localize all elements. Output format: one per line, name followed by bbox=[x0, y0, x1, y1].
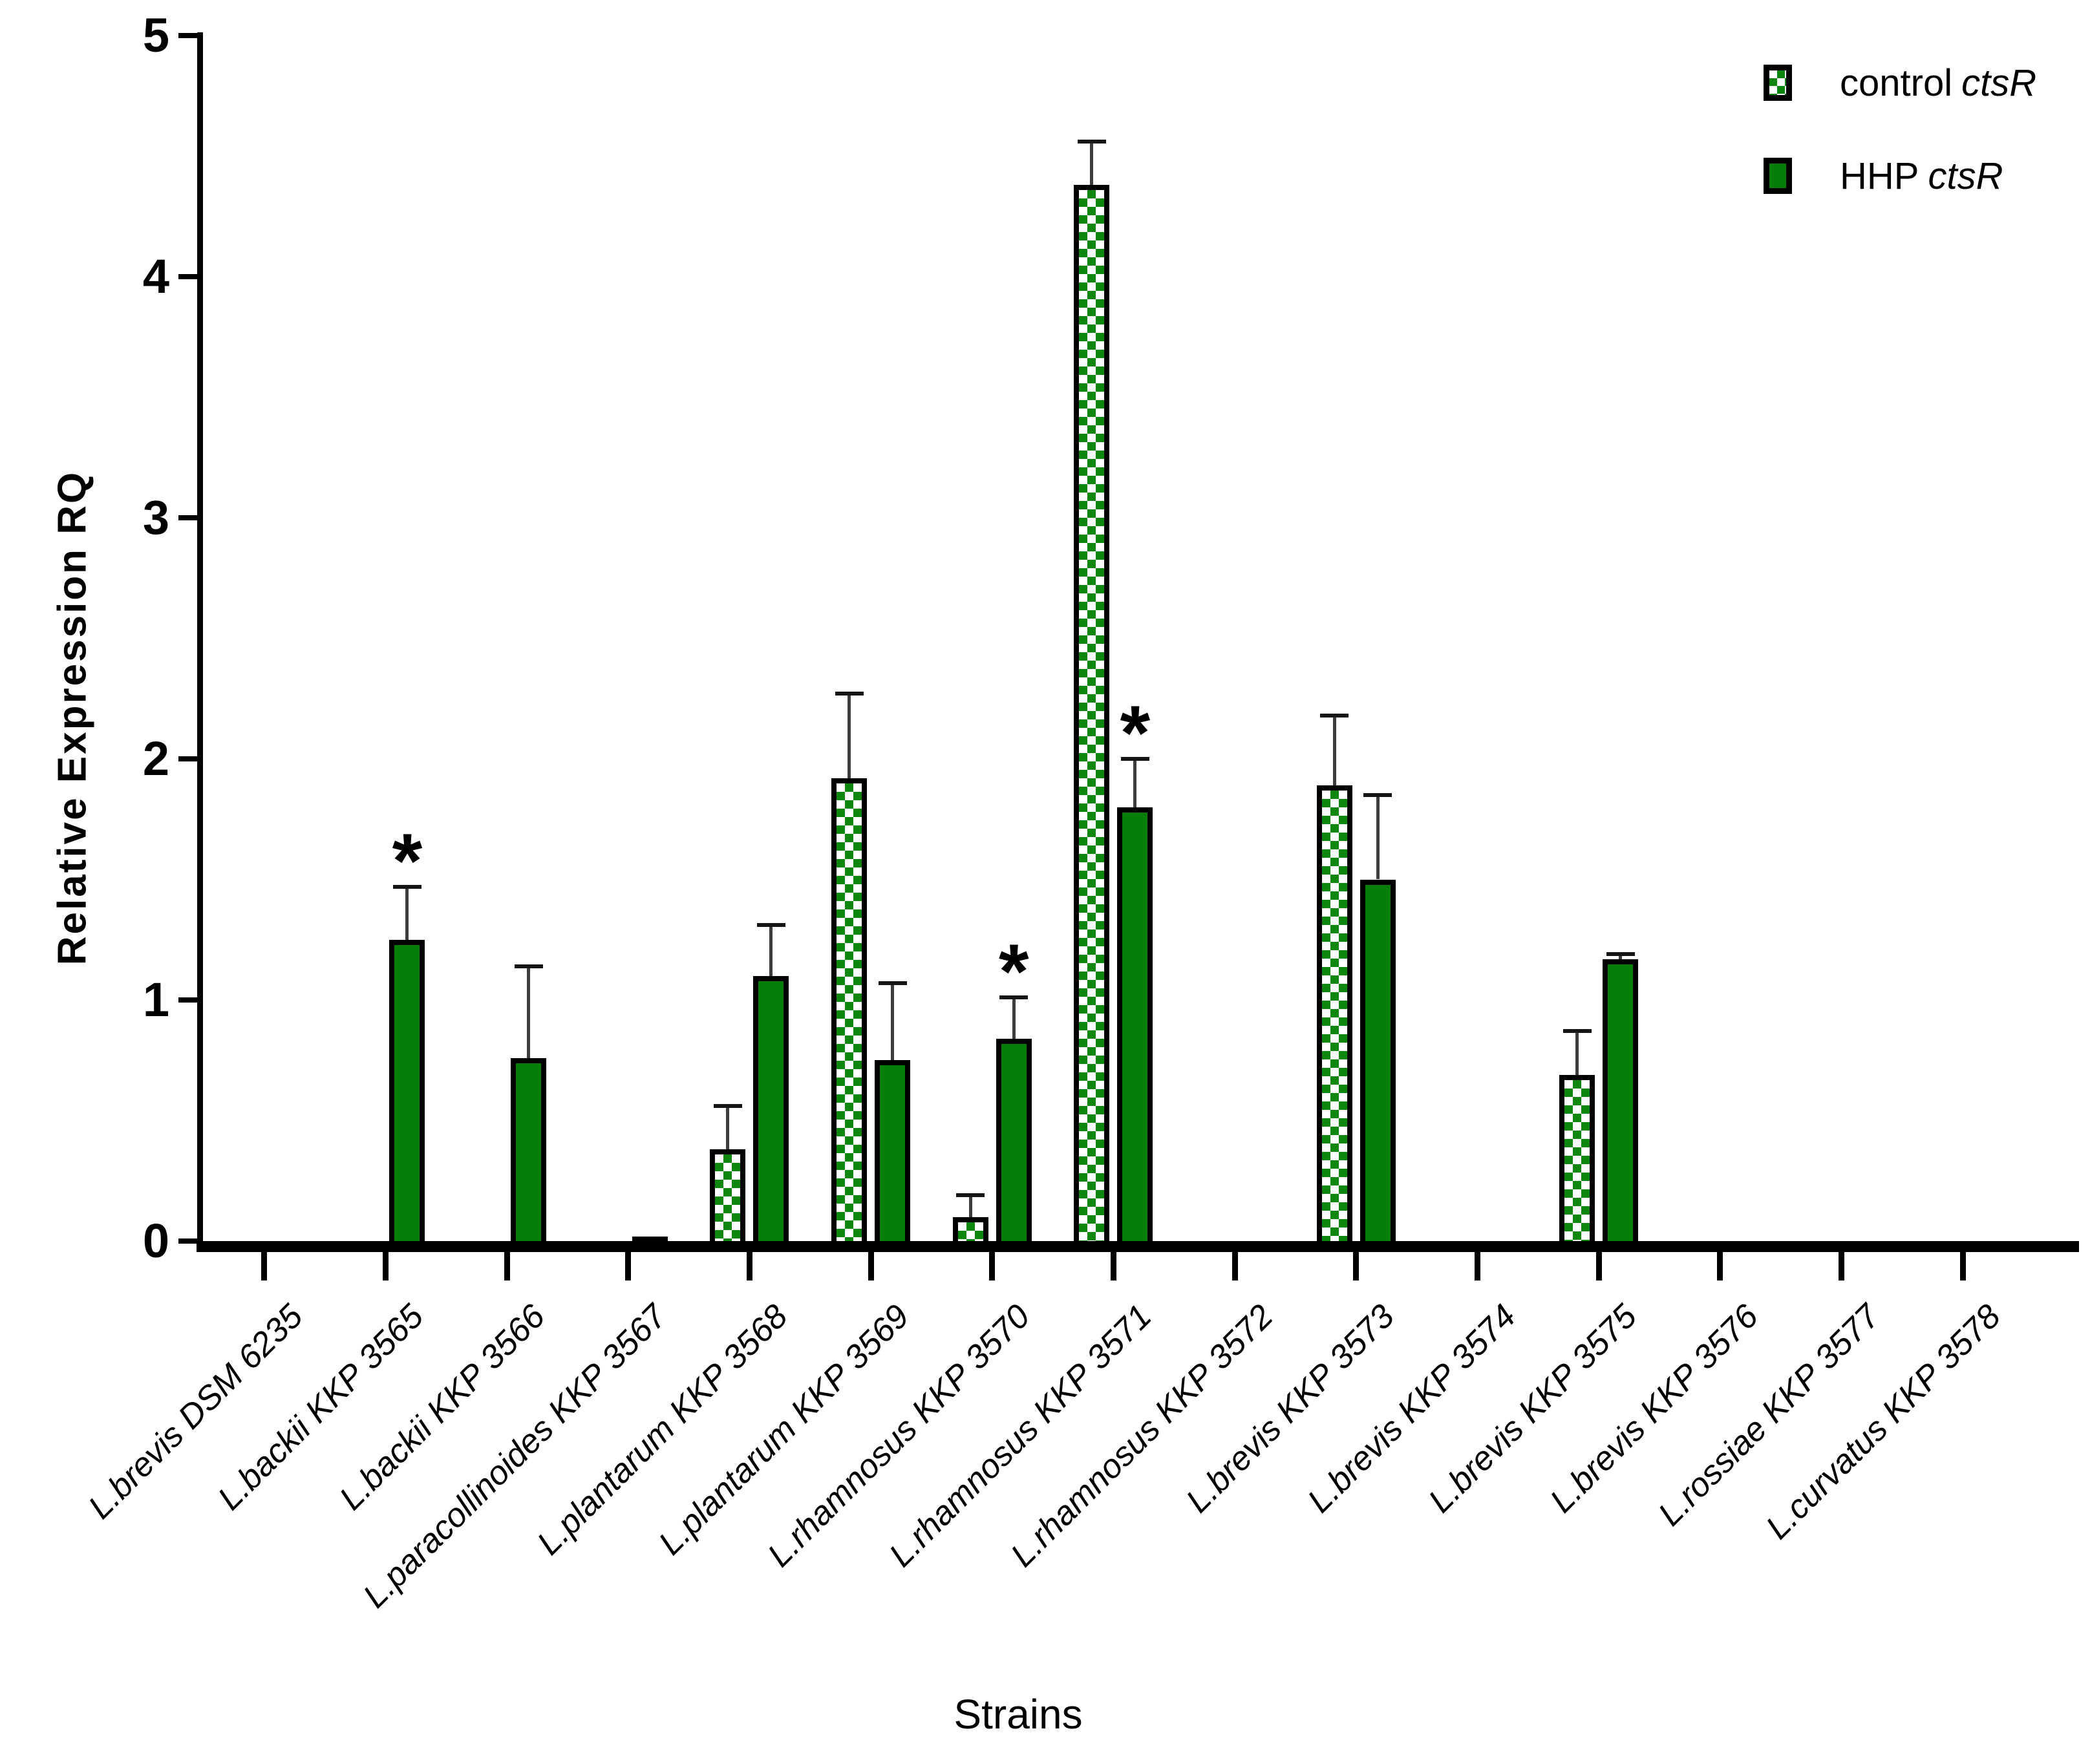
y-axis-tick bbox=[178, 997, 198, 1003]
x-axis-label: L.brevis KKP 3574 bbox=[1300, 1297, 1523, 1520]
bar-hhp-7 bbox=[996, 1038, 1032, 1246]
significance-asterisk: * bbox=[1120, 690, 1151, 776]
bar-control-6 bbox=[831, 778, 868, 1246]
x-axis-tick bbox=[1232, 1248, 1238, 1280]
legend-label-control-prefix: control bbox=[1840, 62, 1953, 104]
bar-control-12 bbox=[1559, 1074, 1595, 1246]
y-axis-tick-label: 5 bbox=[142, 8, 169, 62]
x-axis-label: L.backii KKP 3565 bbox=[211, 1297, 431, 1518]
legend-label-control: control ctsR bbox=[1840, 65, 2036, 102]
x-axis-tick bbox=[1474, 1248, 1480, 1280]
y-axis-tick-label: 0 bbox=[142, 1214, 169, 1268]
legend-label-hhp-gene: ctsR bbox=[1928, 155, 2003, 197]
error-bar-cap-hhp-12 bbox=[1606, 952, 1635, 957]
error-bar-cap-hhp-10 bbox=[1363, 792, 1392, 797]
error-bar-cap-hhp-7 bbox=[999, 995, 1029, 1000]
x-axis-label: L.curvatus KKP 3578 bbox=[1759, 1297, 2009, 1547]
x-axis-tick bbox=[1595, 1248, 1602, 1280]
error-bar-cap-control-12 bbox=[1562, 1029, 1592, 1034]
error-bar-cap-control-10 bbox=[1320, 713, 1349, 717]
error-bar-cap-control-8 bbox=[1077, 140, 1106, 144]
bar-control-10 bbox=[1316, 785, 1352, 1246]
bar-control-5 bbox=[710, 1149, 746, 1246]
x-axis-label: L.brevis KKP 3575 bbox=[1422, 1297, 1645, 1520]
legend-swatch-hhp-solid bbox=[1764, 158, 1792, 194]
error-bar-control-8 bbox=[1090, 142, 1094, 186]
error-bar-hhp-6 bbox=[891, 983, 895, 1061]
bar-hhp-3 bbox=[511, 1057, 547, 1246]
x-axis-label: L.backii KKP 3566 bbox=[332, 1297, 553, 1518]
bar-hhp-8 bbox=[1117, 807, 1153, 1246]
bar-hhp-5 bbox=[753, 975, 789, 1246]
x-axis-label: L.rossiae KKP 3577 bbox=[1651, 1297, 1887, 1533]
error-bar-control-6 bbox=[848, 694, 851, 778]
error-bar-cap-hhp-3 bbox=[514, 964, 543, 968]
legend-label-hhp-prefix: HHP bbox=[1840, 155, 1919, 197]
legend-label-control-gene: ctsR bbox=[1961, 62, 2037, 104]
error-bar-cap-hhp-2 bbox=[392, 884, 421, 889]
error-bar-control-7 bbox=[968, 1195, 972, 1217]
error-bar-hhp-8 bbox=[1133, 759, 1137, 807]
x-axis-tick bbox=[1110, 1248, 1116, 1280]
error-bar-hhp-5 bbox=[769, 925, 773, 976]
significance-asterisk: * bbox=[998, 928, 1029, 1015]
x-axis-label: L.brevis KKP 3576 bbox=[1542, 1297, 1766, 1520]
significance-asterisk: * bbox=[392, 817, 423, 904]
y-axis-tick bbox=[178, 756, 198, 761]
x-axis-label: L.brevis KKP 3573 bbox=[1178, 1297, 1402, 1520]
y-axis-tick bbox=[178, 515, 198, 520]
y-axis-tick-label: 3 bbox=[142, 491, 169, 544]
x-axis-tick bbox=[989, 1248, 996, 1280]
bar-hhp-12 bbox=[1603, 959, 1639, 1246]
error-bar-hhp-3 bbox=[527, 966, 531, 1058]
bar-hhp-2 bbox=[389, 939, 425, 1246]
error-bar-hhp-12 bbox=[1619, 954, 1623, 959]
error-bar-cap-control-7 bbox=[956, 1193, 985, 1198]
bar-hhp-10 bbox=[1360, 879, 1396, 1246]
y-axis-tick bbox=[178, 1238, 198, 1244]
error-bar-control-12 bbox=[1575, 1031, 1579, 1075]
x-axis-tick bbox=[1959, 1248, 1966, 1280]
x-axis-tick bbox=[868, 1248, 874, 1280]
x-axis-tick bbox=[1353, 1248, 1360, 1280]
x-axis-tick bbox=[261, 1248, 268, 1280]
x-axis-tick bbox=[1717, 1248, 1723, 1280]
x-axis-tick bbox=[746, 1248, 752, 1280]
x-axis-tick bbox=[1838, 1248, 1844, 1280]
x-axis-title: Strains bbox=[954, 1691, 1083, 1737]
error-bar-cap-hhp-6 bbox=[878, 981, 907, 985]
y-axis-tick-label: 4 bbox=[142, 250, 169, 303]
x-axis-tick bbox=[504, 1248, 510, 1280]
error-bar-cap-hhp-8 bbox=[1120, 757, 1149, 761]
x-axis-line bbox=[197, 1241, 2079, 1252]
bar-control-8 bbox=[1074, 185, 1110, 1246]
error-bar-cap-control-6 bbox=[835, 692, 864, 696]
y-axis-tick bbox=[178, 33, 198, 38]
x-axis-label: L.plantarum KKP 3568 bbox=[530, 1297, 795, 1562]
error-bar-control-5 bbox=[726, 1106, 730, 1150]
x-axis-label: L.plantarum KKP 3569 bbox=[651, 1297, 917, 1562]
y-axis-tick bbox=[178, 274, 198, 279]
y-axis-tick-label: 1 bbox=[142, 973, 169, 1026]
error-bar-cap-hhp-5 bbox=[756, 923, 785, 928]
error-bar-hhp-10 bbox=[1376, 794, 1380, 880]
y-axis-line bbox=[197, 32, 203, 1247]
x-axis-tick bbox=[625, 1248, 632, 1280]
legend-label-hhp: HHP ctsR bbox=[1840, 158, 2003, 195]
error-bar-hhp-7 bbox=[1012, 997, 1016, 1039]
x-axis-label: L.brevis DSM 6235 bbox=[81, 1297, 310, 1526]
legend-swatch-control-checker bbox=[1764, 65, 1792, 101]
error-bar-cap-control-5 bbox=[713, 1104, 742, 1109]
error-bar-hhp-2 bbox=[405, 886, 409, 940]
x-axis-tick bbox=[382, 1248, 389, 1280]
bar-hhp-6 bbox=[875, 1060, 911, 1246]
error-bar-control-10 bbox=[1332, 715, 1336, 786]
y-axis-tick-label: 2 bbox=[142, 732, 169, 785]
